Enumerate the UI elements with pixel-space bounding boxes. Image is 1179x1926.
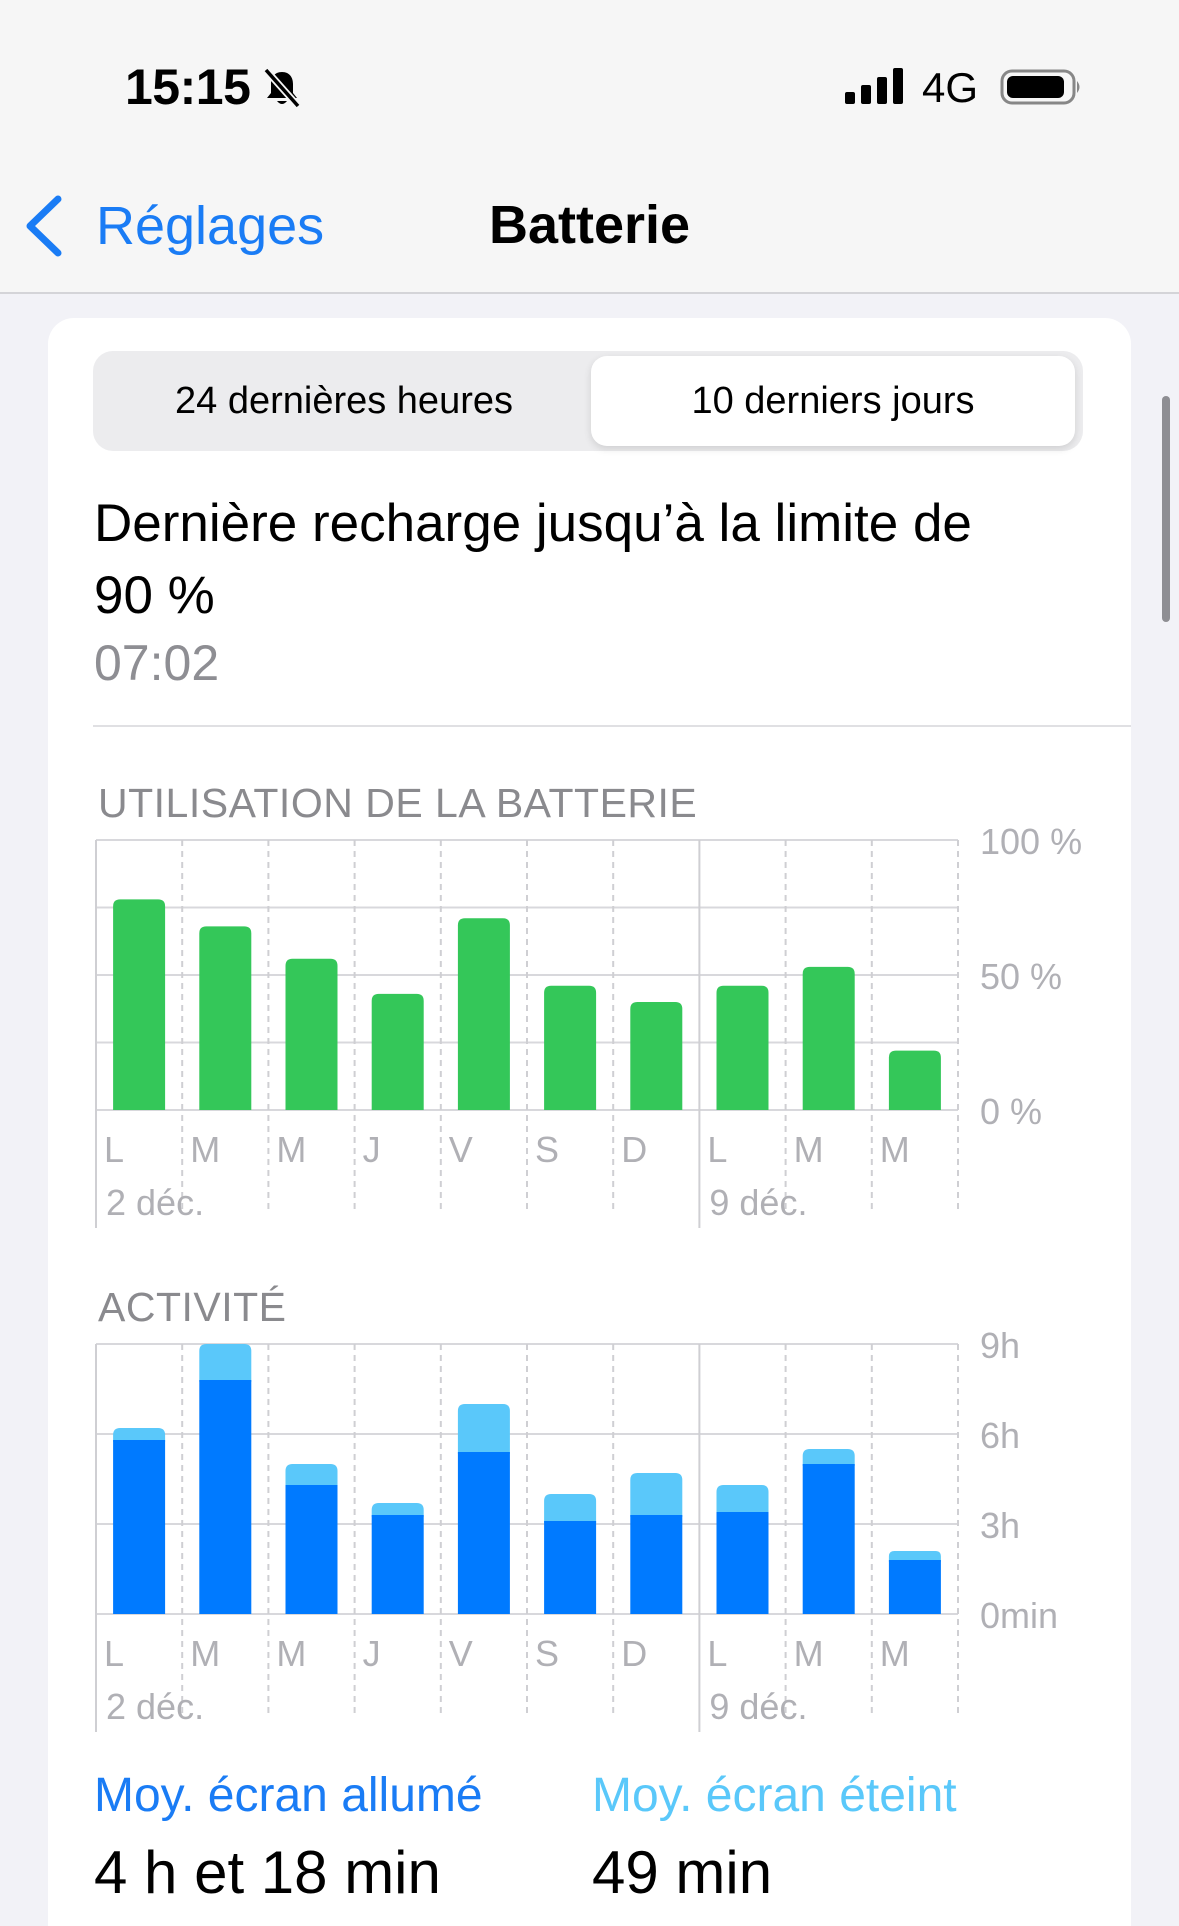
date-label: 9 déc. <box>709 1686 807 1727</box>
screen-off-bar <box>544 1494 597 1523</box>
y-tick-label: 100 % <box>980 821 1082 862</box>
screen-on-bar <box>113 1440 166 1614</box>
x-tick-label: J <box>363 1633 381 1674</box>
date-label: 2 déc. <box>106 1686 204 1727</box>
battery-bar <box>199 926 252 1110</box>
y-tick-label: 0min <box>980 1595 1058 1636</box>
battery-card: 24 dernières heures 10 derniers jours De… <box>48 318 1131 1926</box>
x-tick-label: M <box>190 1129 220 1170</box>
screen-on-bar <box>802 1464 855 1614</box>
screen-on-value: 4 h et 18 min <box>94 1839 441 1906</box>
cellular-signal-icon <box>845 68 903 104</box>
x-tick-label: L <box>707 1129 727 1170</box>
screen-off-bar <box>888 1551 941 1562</box>
screen-off-bar <box>716 1485 769 1514</box>
screen-off-bar <box>199 1344 252 1382</box>
chevron-left-icon <box>26 195 62 257</box>
status-bar: 15:15 4G <box>0 0 1179 160</box>
screen-off-value: 49 min <box>592 1839 773 1906</box>
x-tick-label: M <box>190 1633 220 1674</box>
back-label: Réglages <box>96 196 325 256</box>
screen-on-bar <box>457 1452 510 1614</box>
battery-bar <box>371 993 424 1110</box>
x-tick-label: M <box>276 1129 306 1170</box>
navigation-bar: Batterie Réglages <box>0 160 1179 294</box>
battery-bar <box>457 918 510 1110</box>
back-button[interactable]: Réglages <box>22 186 324 266</box>
x-tick-label: V <box>449 1129 473 1170</box>
battery-icon <box>1000 69 1080 105</box>
battery-usage-title: UTILISATION DE LA BATTERIE <box>98 780 698 826</box>
screen-on-bar <box>630 1515 683 1614</box>
screen-on-bar <box>285 1485 338 1614</box>
battery-bar <box>113 899 166 1110</box>
x-tick-label: D <box>621 1633 647 1674</box>
x-tick-label: M <box>276 1633 306 1674</box>
status-time: 15:15 <box>125 59 251 115</box>
screen-off-label: Moy. écran éteint <box>592 1769 957 1822</box>
screen-on-bar <box>544 1521 597 1614</box>
x-tick-label: L <box>104 1633 124 1674</box>
battery-bar <box>544 985 597 1110</box>
last-charge-time: 07:02 <box>94 635 220 691</box>
y-tick-label: 50 % <box>980 956 1062 997</box>
screen-off-bar <box>371 1503 424 1517</box>
x-tick-label: M <box>794 1633 824 1674</box>
x-tick-label: M <box>880 1633 910 1674</box>
battery-bar <box>716 985 769 1110</box>
date-label: 9 déc. <box>709 1182 807 1223</box>
battery-bar <box>630 1002 683 1110</box>
divider <box>93 725 1131 727</box>
battery-bar <box>888 1050 941 1110</box>
bell-slash-icon <box>263 67 301 109</box>
scroll-indicator[interactable] <box>1162 396 1170 622</box>
screen-on-bar <box>716 1512 769 1614</box>
activity-title: ACTIVITÉ <box>98 1284 287 1330</box>
x-tick-label: V <box>449 1633 473 1674</box>
segment-10-days[interactable]: 10 derniers jours <box>591 356 1075 446</box>
x-tick-label: L <box>707 1633 727 1674</box>
y-tick-label: 0 % <box>980 1091 1042 1132</box>
x-tick-label: L <box>104 1129 124 1170</box>
screen-on-bar <box>888 1560 941 1614</box>
battery-bar <box>802 966 855 1110</box>
y-tick-label: 9h <box>980 1325 1020 1366</box>
period-segmented-control: 24 dernières heures 10 derniers jours <box>93 351 1083 451</box>
x-tick-label: S <box>535 1633 559 1674</box>
page-title: Batterie <box>488 195 691 255</box>
screen-on-bar <box>199 1380 252 1614</box>
segment-24-hours[interactable]: 24 dernières heures <box>175 379 513 422</box>
screen-on-bar <box>371 1515 424 1614</box>
network-type: 4G <box>922 64 979 111</box>
x-tick-label: M <box>794 1129 824 1170</box>
screen-off-bar <box>630 1473 683 1517</box>
screen-off-bar <box>113 1428 166 1442</box>
screen-off-bar <box>457 1404 510 1454</box>
battery-usage-chart[interactable]: 100 % 50 % 0 % L M M J V S D L M M 2 déc. 9 déc. <box>48 821 1131 1228</box>
screen-off-bar <box>285 1464 338 1487</box>
y-tick-label: 3h <box>980 1505 1020 1546</box>
x-tick-label: J <box>363 1129 381 1170</box>
y-tick-label: 6h <box>980 1415 1020 1456</box>
activity-chart[interactable]: 9h 6h 3h 0min L M M J V S D L M M 2 déc. 9 déc. <box>48 1325 1131 1732</box>
screen-on-label: Moy. écran allumé <box>94 1769 483 1822</box>
screen-off-bar <box>802 1449 855 1466</box>
last-charge-title: Dernière recharge jusqu’à la limite de 9… <box>94 494 972 625</box>
date-label: 2 déc. <box>106 1182 204 1223</box>
battery-bar <box>285 958 338 1110</box>
x-tick-label: M <box>880 1129 910 1170</box>
x-tick-label: S <box>535 1129 559 1170</box>
x-tick-label: D <box>621 1129 647 1170</box>
